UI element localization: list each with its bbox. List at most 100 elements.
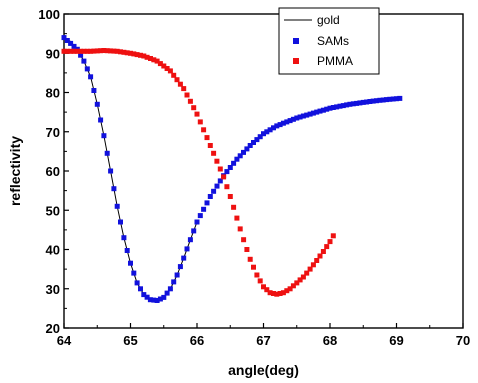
data-point-sams — [364, 99, 370, 105]
data-point-pmma — [84, 48, 90, 54]
data-point-sams — [131, 270, 137, 276]
data-point-pmma — [148, 56, 153, 61]
data-point-sams — [390, 96, 396, 102]
data-point-pmma — [307, 266, 313, 272]
data-point-sams — [304, 112, 310, 118]
data-point-pmma — [257, 278, 263, 284]
data-point-pmma — [254, 272, 260, 278]
data-point-sams — [330, 105, 336, 110]
data-point-sams — [344, 102, 350, 108]
data-point-sams — [277, 122, 283, 128]
data-point-sams — [387, 96, 393, 102]
data-point-sams — [317, 108, 323, 114]
data-point-sams — [164, 290, 170, 296]
data-point-pmma — [78, 48, 84, 54]
data-point-sams — [191, 228, 197, 234]
data-point-sams — [241, 149, 246, 155]
data-point-pmma — [304, 270, 310, 276]
data-point-sams — [91, 88, 97, 93]
data-point-pmma — [118, 49, 123, 55]
data-point-pmma — [151, 57, 157, 63]
y-tick-label: 100 — [38, 7, 60, 22]
data-point-pmma — [104, 48, 110, 54]
data-point-pmma — [224, 184, 230, 190]
data-point-pmma — [161, 63, 167, 69]
data-point-sams — [134, 280, 140, 286]
data-point-pmma — [251, 264, 256, 270]
data-point-pmma — [320, 249, 326, 254]
data-point-pmma — [284, 288, 290, 294]
legend-label-pmma: PMMA — [317, 54, 353, 68]
data-point-sams — [124, 248, 130, 253]
data-point-sams — [81, 58, 87, 64]
y-tick-label: 60 — [46, 164, 60, 179]
data-point-sams — [340, 103, 346, 109]
data-point-sams — [101, 133, 107, 139]
data-point-pmma — [247, 256, 253, 262]
data-point-pmma — [174, 77, 180, 83]
data-point-sams — [324, 106, 330, 112]
data-point-pmma — [194, 111, 200, 117]
data-point-sams — [68, 40, 74, 46]
data-point-sams — [151, 297, 157, 303]
data-point-sams — [251, 140, 256, 145]
x-tick-label: 68 — [323, 333, 337, 348]
data-point-pmma — [280, 290, 286, 296]
data-point-pmma — [157, 61, 163, 67]
data-point-sams — [290, 116, 296, 122]
data-point-sams — [314, 109, 320, 115]
data-point-sams — [121, 235, 127, 241]
data-point-sams — [244, 146, 250, 152]
data-point-pmma — [201, 127, 207, 133]
data-point-sams — [334, 104, 340, 110]
data-point-pmma — [274, 291, 280, 297]
data-point-sams — [234, 156, 240, 162]
legend-label-sams: SAMs — [317, 34, 349, 48]
data-point-pmma — [234, 215, 240, 221]
y-tick-label: 70 — [46, 125, 60, 140]
y-tick-label: 80 — [46, 86, 60, 101]
data-point-pmma — [134, 52, 140, 58]
data-point-pmma — [91, 48, 97, 54]
data-point-pmma — [297, 277, 303, 283]
data-point-sams — [144, 294, 150, 300]
data-point-pmma — [314, 258, 320, 263]
data-point-pmma — [241, 237, 247, 243]
data-point-sams — [261, 131, 266, 137]
data-point-sams — [111, 186, 117, 192]
data-point-sams — [204, 200, 210, 206]
data-point-pmma — [317, 253, 323, 259]
data-point-sams — [71, 43, 77, 49]
data-point-pmma — [184, 92, 190, 98]
data-point-sams — [354, 100, 360, 106]
data-point-pmma — [237, 226, 243, 232]
data-point-pmma — [128, 50, 133, 56]
data-point-pmma — [287, 286, 293, 292]
y-axis-label: reflectivity — [7, 136, 23, 206]
data-point-sams — [367, 99, 373, 104]
data-point-pmma — [111, 48, 117, 54]
data-point-sams — [197, 213, 203, 219]
data-point-sams — [187, 237, 193, 243]
data-point-sams — [167, 286, 173, 292]
data-point-sams — [141, 292, 147, 298]
data-point-pmma — [88, 48, 94, 54]
data-point-pmma — [164, 66, 170, 71]
data-point-pmma — [277, 291, 283, 296]
data-point-sams — [184, 246, 190, 252]
data-point-sams — [64, 38, 70, 43]
data-point-pmma — [124, 50, 130, 56]
data-point-sams — [287, 118, 293, 124]
legend-swatch-sams — [293, 38, 299, 44]
data-point-pmma — [197, 119, 203, 125]
legend-label-gold: gold — [317, 13, 340, 27]
data-point-sams — [337, 103, 343, 109]
data-point-pmma — [244, 247, 250, 252]
data-point-pmma — [261, 284, 266, 290]
y-tick-label: 30 — [46, 282, 60, 297]
data-point-pmma — [98, 48, 104, 54]
data-point-sams — [114, 203, 120, 209]
x-tick-label: 65 — [123, 333, 137, 348]
data-point-sams — [397, 95, 403, 101]
